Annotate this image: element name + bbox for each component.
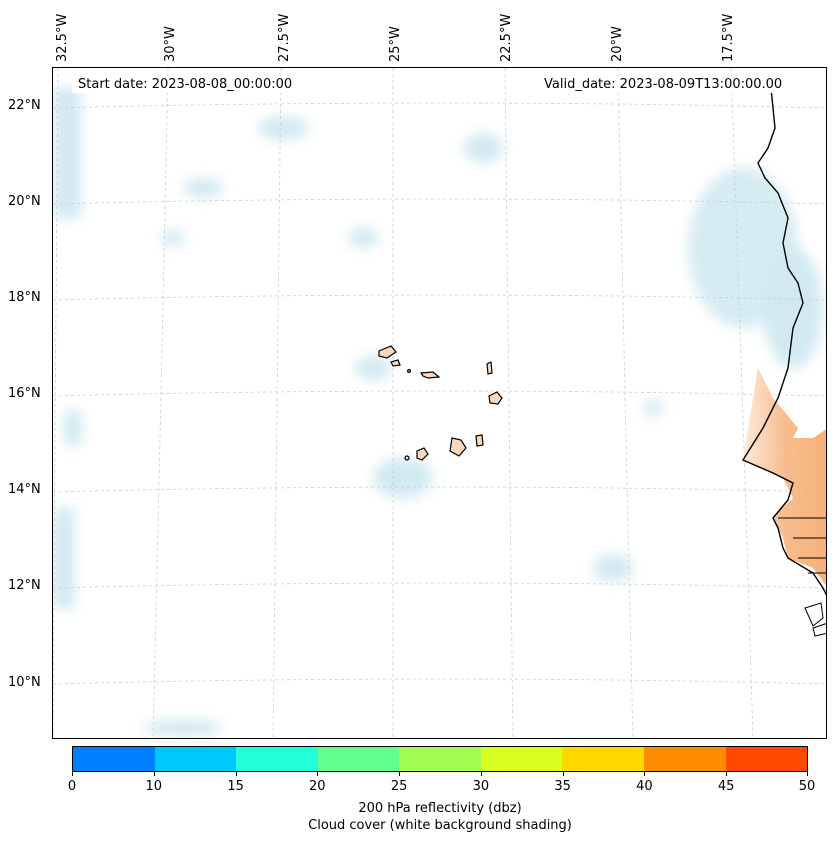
colorbar-tick-label: 0 — [67, 779, 77, 794]
colorbar-tickmark — [153, 772, 155, 776]
colorbar-tick-label: 30 — [472, 779, 490, 794]
colorbar-segment — [480, 747, 563, 771]
island-maio — [475, 434, 484, 447]
island-sao-vicente — [390, 359, 401, 367]
coastline — [741, 87, 826, 596]
colorbar-segment — [562, 747, 644, 771]
colorbar-segment — [236, 747, 318, 771]
lat-label-10n: 10°N — [8, 675, 41, 690]
bijagos-islands — [804, 602, 826, 637]
lat-label-16n: 16°N — [8, 386, 41, 401]
river-mouth-lines — [778, 517, 826, 574]
island-santo-antao — [378, 345, 397, 359]
island-boa-vista — [488, 391, 503, 405]
lat-label-12n: 12°N — [8, 578, 41, 593]
island-santiago — [449, 437, 467, 457]
cape-verde-islands — [378, 345, 503, 461]
colorbar-tick-label: 25 — [390, 779, 408, 794]
island-sal — [486, 361, 493, 375]
reflectivity-colorbar — [72, 746, 808, 772]
colorbar-tickmark — [644, 772, 646, 776]
island-santa-luzia — [407, 369, 412, 374]
colorbar-segment — [73, 747, 155, 771]
island-sao-nicolau — [419, 371, 441, 379]
colorbar-tickmark — [317, 772, 319, 776]
colorbar-tickmark — [726, 772, 728, 776]
colorbar-tickmark — [399, 772, 401, 776]
map-area[interactable] — [52, 67, 827, 739]
colorbar-tick-label: 40 — [636, 779, 653, 794]
lon-label-32.5w: 32.5°W — [55, 13, 70, 62]
valid-date-label: Valid_date: 2023-08-09T13:00:00.00 — [538, 76, 789, 93]
lat-label-14n: 14°N — [8, 482, 41, 497]
colorbar-segment — [725, 747, 808, 771]
colorbar-tickmark — [480, 772, 482, 776]
lat-label-20n: 20°N — [8, 194, 41, 209]
start-date-label: Start date: 2023-08-08_00:00:00 — [72, 76, 299, 93]
colorbar-segment — [317, 747, 400, 771]
colorbar-tick-label: 15 — [227, 779, 244, 794]
lon-label-22.5w: 22.5°W — [499, 13, 514, 62]
island-brava — [404, 455, 410, 461]
colorbar-tickmark — [562, 772, 564, 776]
colorbar-tick-label: 50 — [798, 779, 816, 794]
colorbar-segment — [154, 747, 237, 771]
cloud-cover — [53, 88, 823, 736]
gridlines — [53, 68, 826, 738]
lat-label-18n: 18°N — [8, 290, 41, 305]
colorbar-title: 200 hPa reflectivity (dbz) — [358, 801, 522, 816]
colorbar-tick-label: 35 — [554, 779, 571, 794]
map-canvas — [53, 68, 826, 738]
lon-label-27.5w: 27.5°W — [277, 13, 292, 62]
colorbar-segment — [399, 747, 481, 771]
colorbar-segment — [643, 747, 726, 771]
colorbar-tick-label: 10 — [145, 779, 163, 794]
lon-label-25w: 25°W — [388, 26, 403, 62]
lon-label-17.5w: 17.5°W — [721, 13, 736, 62]
colorbar-subtitle: Cloud cover (white background shading) — [308, 818, 572, 833]
lat-label-22n: 22°N — [8, 98, 41, 113]
colorbar-tickmark — [72, 772, 73, 776]
colorbar-tickmark — [235, 772, 237, 776]
lon-label-30w: 30°W — [163, 26, 178, 62]
colorbar-tick-label: 45 — [717, 779, 735, 794]
island-fogo — [416, 447, 429, 461]
mainland-region — [743, 68, 826, 586]
colorbar-tick-label: 20 — [309, 779, 326, 794]
colorbar-tickmark — [807, 772, 808, 776]
lon-label-20w: 20°W — [610, 26, 625, 62]
african-coast — [741, 68, 826, 637]
